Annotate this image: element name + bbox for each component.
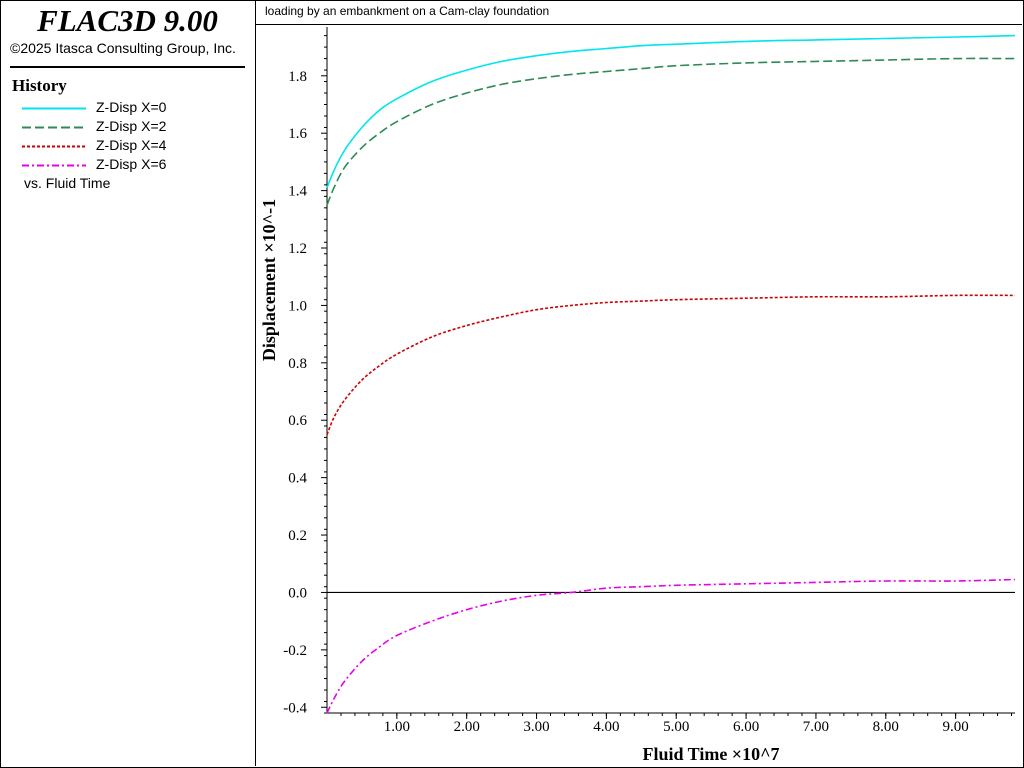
x-tick-label: 3.00 [523, 719, 549, 735]
legend-label: Z-Disp X=4 [96, 137, 167, 153]
legend-entry: Z-Disp X=2 [22, 117, 252, 136]
x-tick-label: 5.00 [663, 719, 689, 735]
copyright-text: ©2025 Itasca Consulting Group, Inc. [10, 40, 236, 56]
series-line [326, 294, 1016, 435]
x-tick-label: 4.00 [593, 719, 619, 735]
divider [10, 66, 245, 68]
x-tick-label: 7.00 [803, 719, 829, 735]
y-axis-title: Displacement ×10^-1 [259, 199, 279, 361]
series-line [326, 57, 1016, 206]
x-tick-label: 2.00 [454, 719, 480, 735]
legend-swatch [22, 164, 86, 167]
y-tick-label: 1.4 [288, 184, 307, 200]
history-chart: -0.4 -0.2 0.0 0.2 0.4 0.6 0.8 1.0 1.2 1.4 1.6 1.8 1.… [259, 27, 1016, 764]
x-axis-title: Fluid Time ×10^7 [642, 744, 779, 764]
app-title: FLAC3D 9.00 [37, 3, 218, 38]
plot-caption: loading by an embankment on a Cam-clay f… [265, 4, 550, 18]
y-tick-label: 0.2 [288, 528, 307, 544]
legend-entry: Z-Disp X=0 [22, 98, 252, 117]
series-line [326, 34, 1016, 189]
series-line [326, 578, 1016, 714]
x-tick-label: 9.00 [943, 719, 969, 735]
y-tick-label: 0.0 [288, 585, 307, 601]
x-tick-label: 6.00 [733, 719, 759, 735]
legend-entry: Z-Disp X=4 [22, 136, 252, 155]
legend-swatch [22, 107, 86, 110]
legend-swatch [22, 126, 86, 129]
legend-heading: History [12, 76, 67, 95]
x-tick-label: 1.00 [384, 719, 410, 735]
legend-swatch [22, 145, 86, 148]
y-tick-label: -0.2 [283, 643, 307, 659]
legend-label: Z-Disp X=0 [96, 99, 167, 115]
plot-caption-bar: loading by an embankment on a Cam-clay f… [256, 0, 1022, 25]
y-tick-label: 0.8 [288, 356, 307, 372]
legend-entry: Z-Disp X=6 [22, 155, 252, 174]
y-tick-label: 1.8 [288, 69, 307, 85]
y-tick-label: -0.4 [283, 700, 307, 716]
legend-panel: FLAC3D 9.00 ©2025 Itasca Consulting Grou… [0, 0, 256, 766]
x-tick-label: 8.00 [873, 719, 899, 735]
legend-versus-label: vs. Fluid Time [24, 175, 111, 191]
y-tick-label: 1.0 [288, 298, 307, 314]
y-tick-label: 1.2 [288, 241, 307, 257]
legend-label: Z-Disp X=2 [96, 118, 167, 134]
legend-label: Z-Disp X=6 [96, 156, 167, 172]
y-tick-label: 0.4 [288, 471, 307, 487]
y-tick-label: 0.6 [288, 413, 307, 429]
y-tick-label: 1.6 [288, 126, 307, 142]
